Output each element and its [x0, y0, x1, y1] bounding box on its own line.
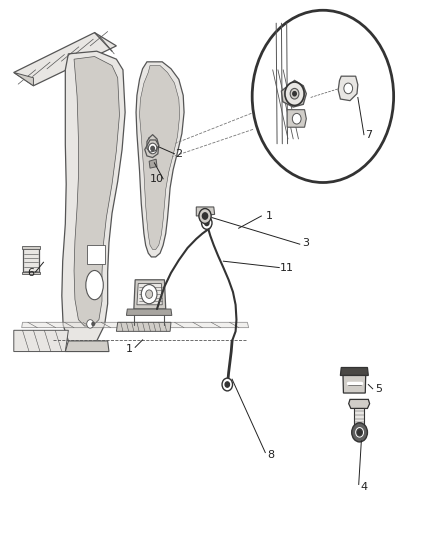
- Polygon shape: [127, 309, 172, 316]
- Polygon shape: [338, 76, 358, 101]
- Polygon shape: [282, 80, 306, 107]
- Polygon shape: [137, 284, 162, 305]
- Text: 7: 7: [365, 130, 372, 140]
- Circle shape: [146, 290, 152, 298]
- Text: 4: 4: [360, 482, 367, 492]
- Polygon shape: [65, 341, 109, 352]
- Polygon shape: [349, 399, 370, 408]
- Text: 1: 1: [126, 344, 133, 354]
- Polygon shape: [74, 56, 120, 326]
- Circle shape: [285, 82, 304, 106]
- Circle shape: [151, 147, 154, 151]
- Circle shape: [199, 208, 211, 223]
- Circle shape: [205, 220, 209, 225]
- Polygon shape: [21, 246, 40, 249]
- Circle shape: [293, 92, 296, 96]
- Circle shape: [352, 423, 367, 442]
- Polygon shape: [21, 272, 40, 274]
- Polygon shape: [87, 245, 105, 264]
- Polygon shape: [149, 159, 157, 168]
- Circle shape: [202, 213, 208, 219]
- Ellipse shape: [86, 270, 103, 300]
- Polygon shape: [134, 280, 166, 309]
- Text: 1: 1: [266, 211, 273, 221]
- Circle shape: [358, 430, 361, 434]
- Text: 11: 11: [280, 263, 293, 272]
- Circle shape: [87, 320, 94, 328]
- Polygon shape: [14, 33, 117, 86]
- Polygon shape: [340, 368, 368, 375]
- Polygon shape: [14, 330, 68, 352]
- Polygon shape: [21, 322, 249, 328]
- Polygon shape: [62, 51, 125, 349]
- Circle shape: [225, 382, 230, 387]
- Circle shape: [290, 88, 299, 99]
- Text: 2: 2: [175, 149, 182, 159]
- Polygon shape: [196, 207, 215, 216]
- Text: 6: 6: [27, 268, 34, 278]
- Circle shape: [201, 216, 212, 229]
- Text: 8: 8: [267, 450, 274, 460]
- Circle shape: [252, 10, 394, 182]
- Circle shape: [344, 83, 353, 94]
- Polygon shape: [145, 140, 159, 158]
- Text: 3: 3: [302, 238, 309, 247]
- Circle shape: [356, 427, 364, 437]
- Circle shape: [222, 378, 233, 391]
- Polygon shape: [140, 66, 180, 249]
- Polygon shape: [354, 408, 364, 430]
- Circle shape: [141, 285, 157, 304]
- Polygon shape: [136, 62, 184, 257]
- Circle shape: [292, 114, 301, 124]
- Polygon shape: [14, 72, 33, 86]
- Circle shape: [148, 143, 157, 154]
- Polygon shape: [22, 248, 39, 273]
- Text: 10: 10: [150, 174, 164, 184]
- Polygon shape: [287, 110, 306, 127]
- Circle shape: [92, 322, 95, 326]
- Text: 5: 5: [375, 384, 382, 394]
- Polygon shape: [117, 322, 171, 332]
- Polygon shape: [343, 375, 366, 393]
